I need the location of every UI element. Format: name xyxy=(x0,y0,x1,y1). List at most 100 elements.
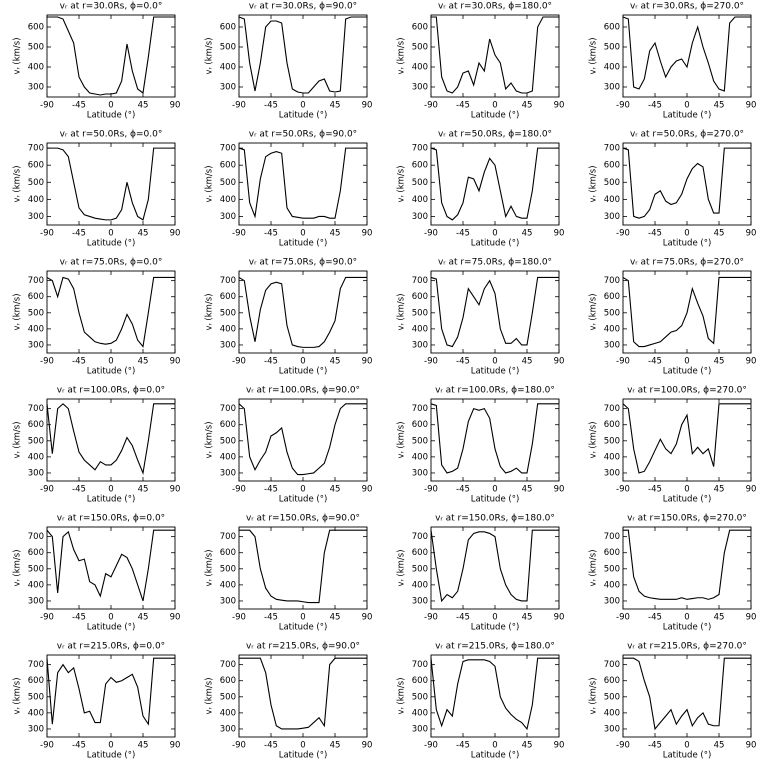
x-tick-label: -45 xyxy=(264,357,278,367)
panel-title: vᵣ at r=75.0Rs, ϕ=90.0° xyxy=(249,258,357,268)
y-axis-label: vᵣ (km/s) xyxy=(589,549,599,586)
panel-title: vᵣ at r=150.0Rs, ϕ=270.0° xyxy=(627,514,747,524)
x-tick-label: -90 xyxy=(232,101,246,111)
y-tick-label: 600 xyxy=(28,676,44,686)
y-axis-label: vᵣ (km/s) xyxy=(205,421,215,458)
panel-title: vᵣ at r=150.0Rs, ϕ=0.0° xyxy=(57,514,165,524)
y-axis-label: vᵣ (km/s) xyxy=(205,549,215,586)
plot-frame xyxy=(622,142,752,226)
panel: vᵣ at r=75.0Rs, ϕ=270.0° Latitude (°) vᵣ (… xyxy=(589,258,757,377)
x-tick-label: 45 xyxy=(138,485,149,495)
x-tick-label: -90 xyxy=(40,613,54,623)
x-tick-label: 0 xyxy=(684,101,689,111)
panel: vᵣ at r=215.0Rs, ϕ=180.0° Latitude (°) vᵣ … xyxy=(397,642,565,761)
plot-frame xyxy=(238,398,368,482)
y-tick-label: 500 xyxy=(604,436,620,446)
data-line xyxy=(238,147,367,219)
x-tick-label: -90 xyxy=(424,613,438,623)
x-tick-label: -90 xyxy=(616,357,630,367)
x-tick-label: 45 xyxy=(714,229,725,239)
x-tick-label: 45 xyxy=(522,229,533,239)
y-tick-label: 600 xyxy=(412,676,428,686)
x-axis-label: Latitude (°) xyxy=(471,367,520,377)
data-line xyxy=(239,529,367,604)
x-tick-label: 0 xyxy=(300,485,305,495)
y-tick-label: 400 xyxy=(220,195,236,205)
y-tick-label: 300 xyxy=(220,340,236,350)
y-tick-label: 600 xyxy=(28,23,44,33)
data-line xyxy=(430,276,559,348)
panel: vᵣ at r=100.0Rs, ϕ=0.0° Latitude (°) vᵣ (k… xyxy=(13,386,181,505)
x-tick-label: -45 xyxy=(72,101,86,111)
y-tick-label: 700 xyxy=(220,404,236,414)
x-tick-label: 0 xyxy=(492,229,497,239)
y-tick-label: 300 xyxy=(412,468,428,478)
plot-frame xyxy=(430,14,560,98)
y-tick-label: 300 xyxy=(28,468,44,478)
x-tick-label: -90 xyxy=(616,741,630,751)
y-tick-label: 500 xyxy=(604,43,620,53)
x-tick-label: 90 xyxy=(746,357,757,367)
x-tick-label: 0 xyxy=(300,229,305,239)
x-tick-label: 90 xyxy=(554,741,565,751)
x-tick-label: 0 xyxy=(492,741,497,751)
y-tick-label: 600 xyxy=(604,23,620,33)
panel-title: vᵣ at r=215.0Rs, ϕ=270.0° xyxy=(627,642,747,652)
x-tick-label: -45 xyxy=(648,485,662,495)
y-tick-label: 300 xyxy=(220,724,236,734)
panel: vᵣ at r=150.0Rs, ϕ=180.0° Latitude (°) vᵣ … xyxy=(397,514,565,633)
y-tick-label: 500 xyxy=(28,308,44,318)
y-tick-label: 700 xyxy=(28,404,44,414)
x-tick-label: -45 xyxy=(456,101,470,111)
x-tick-label: -45 xyxy=(648,101,662,111)
x-tick-label: 45 xyxy=(522,485,533,495)
panel: vᵣ at r=50.0Rs, ϕ=0.0° Latitude (°) vᵣ (km… xyxy=(13,130,181,249)
x-tick-label: -45 xyxy=(648,741,662,751)
x-tick-label: 0 xyxy=(492,357,497,367)
x-tick-label: -45 xyxy=(648,357,662,367)
y-tick-label: 400 xyxy=(604,63,620,73)
y-tick-label: 300 xyxy=(28,596,44,606)
x-axis-label: Latitude (°) xyxy=(471,111,520,121)
data-line xyxy=(622,147,751,219)
x-tick-label: -45 xyxy=(456,485,470,495)
panel-title: vᵣ at r=75.0Rs, ϕ=180.0° xyxy=(438,258,552,268)
data-line xyxy=(623,529,751,600)
y-tick-label: 300 xyxy=(604,596,620,606)
plot-frame xyxy=(622,270,752,354)
x-tick-label: -90 xyxy=(40,741,54,751)
y-tick-label: 600 xyxy=(412,161,428,171)
x-tick-label: 90 xyxy=(554,613,565,623)
panel: vᵣ at r=50.0Rs, ϕ=90.0° Latitude (°) vᵣ (k… xyxy=(205,130,373,249)
y-tick-label: 600 xyxy=(604,420,620,430)
x-tick-label: 90 xyxy=(362,613,373,623)
x-tick-label: 90 xyxy=(554,101,565,111)
x-tick-label: 0 xyxy=(684,357,689,367)
y-tick-label: 600 xyxy=(28,548,44,558)
y-tick-label: 700 xyxy=(28,276,44,286)
y-tick-label: 300 xyxy=(28,724,44,734)
x-axis-label: Latitude (°) xyxy=(87,239,136,249)
x-tick-label: 90 xyxy=(170,101,181,111)
x-tick-label: -45 xyxy=(648,613,662,623)
x-tick-label: -90 xyxy=(616,101,630,111)
x-tick-label: 90 xyxy=(554,357,565,367)
x-tick-label: 90 xyxy=(170,357,181,367)
x-tick-label: 0 xyxy=(300,357,305,367)
y-tick-label: 400 xyxy=(28,324,44,334)
x-tick-label: 90 xyxy=(746,101,757,111)
panel-title: vᵣ at r=30.0Rs, ϕ=270.0° xyxy=(630,2,744,12)
y-tick-label: 500 xyxy=(220,436,236,446)
y-tick-label: 300 xyxy=(604,83,620,93)
y-tick-label: 600 xyxy=(604,292,620,302)
plot-frame xyxy=(430,526,560,610)
x-axis-label: Latitude (°) xyxy=(87,623,136,633)
x-tick-label: 45 xyxy=(138,613,149,623)
y-tick-label: 700 xyxy=(28,660,44,670)
plot-frame xyxy=(430,270,560,354)
panel: vᵣ at r=100.0Rs, ϕ=180.0° Latitude (°) vᵣ … xyxy=(397,386,565,505)
data-line xyxy=(239,657,367,730)
y-tick-label: 500 xyxy=(28,436,44,446)
y-axis-label: vᵣ (km/s) xyxy=(397,37,407,74)
